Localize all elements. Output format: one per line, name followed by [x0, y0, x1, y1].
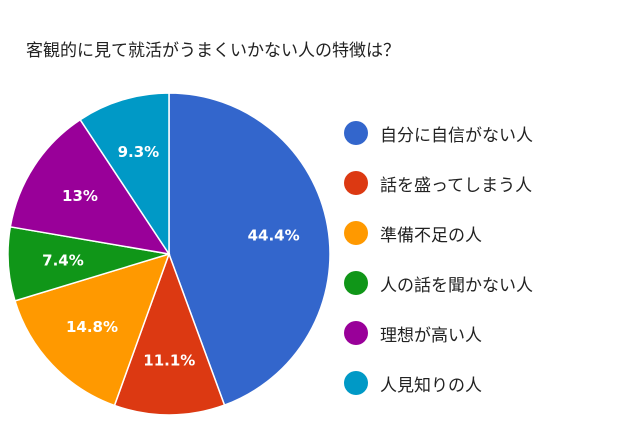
- pie-slice: [113, 251, 226, 416]
- legend-label: 人見知りの人: [380, 375, 482, 396]
- legend-swatch: [344, 171, 368, 195]
- legend-item: 人見知りの人: [344, 358, 533, 408]
- slice-value-label: 14.8%: [66, 318, 118, 336]
- legend-item: 理想が高い人: [344, 308, 533, 358]
- slice-value-label: 13%: [62, 187, 98, 205]
- legend-swatch: [344, 121, 368, 145]
- legend-label: 自分に自信がない人: [380, 125, 533, 146]
- legend-item: 自分に自信がない人: [344, 108, 533, 158]
- pie-slice: [79, 92, 170, 257]
- pie-labels: 44.4% 11.1% 14.8% 7.4% 13% 9.3%: [42, 143, 299, 369]
- legend-swatch: [344, 271, 368, 295]
- pie-chart: 44.4% 11.1% 14.8% 7.4% 13% 9.3%: [7, 92, 331, 416]
- legend-label: 人の話を聞かない人: [380, 275, 533, 296]
- legend-item: 話を盛ってしまう人: [344, 158, 533, 208]
- pie-slice: [168, 92, 331, 407]
- pie-slices: [7, 92, 331, 416]
- legend-label: 理想が高い人: [380, 325, 482, 346]
- legend-swatch: [344, 371, 368, 395]
- legend-swatch: [344, 221, 368, 245]
- slice-value-label: 11.1%: [143, 351, 195, 369]
- legend-item: 人の話を聞かない人: [344, 258, 533, 308]
- legend: 自分に自信がない人 話を盛ってしまう人 準備不足の人人の話を聞かない人 理想が高い人人…: [344, 108, 533, 408]
- slice-value-label: 9.3%: [118, 143, 160, 161]
- slice-value-label: 7.4%: [42, 252, 84, 270]
- pie-slice: [9, 118, 171, 256]
- legend-swatch: [344, 321, 368, 345]
- legend-item: 準備不足の人: [344, 208, 533, 258]
- slice-value-label: 44.4%: [248, 226, 300, 244]
- pie-slice: [14, 252, 171, 407]
- chart-title: 客観的に見て就活がうまくいかない人の特徴は？: [26, 41, 400, 61]
- legend-label: 準備不足の人: [380, 225, 482, 246]
- legend-label: 話を盛ってしまう人: [380, 175, 533, 196]
